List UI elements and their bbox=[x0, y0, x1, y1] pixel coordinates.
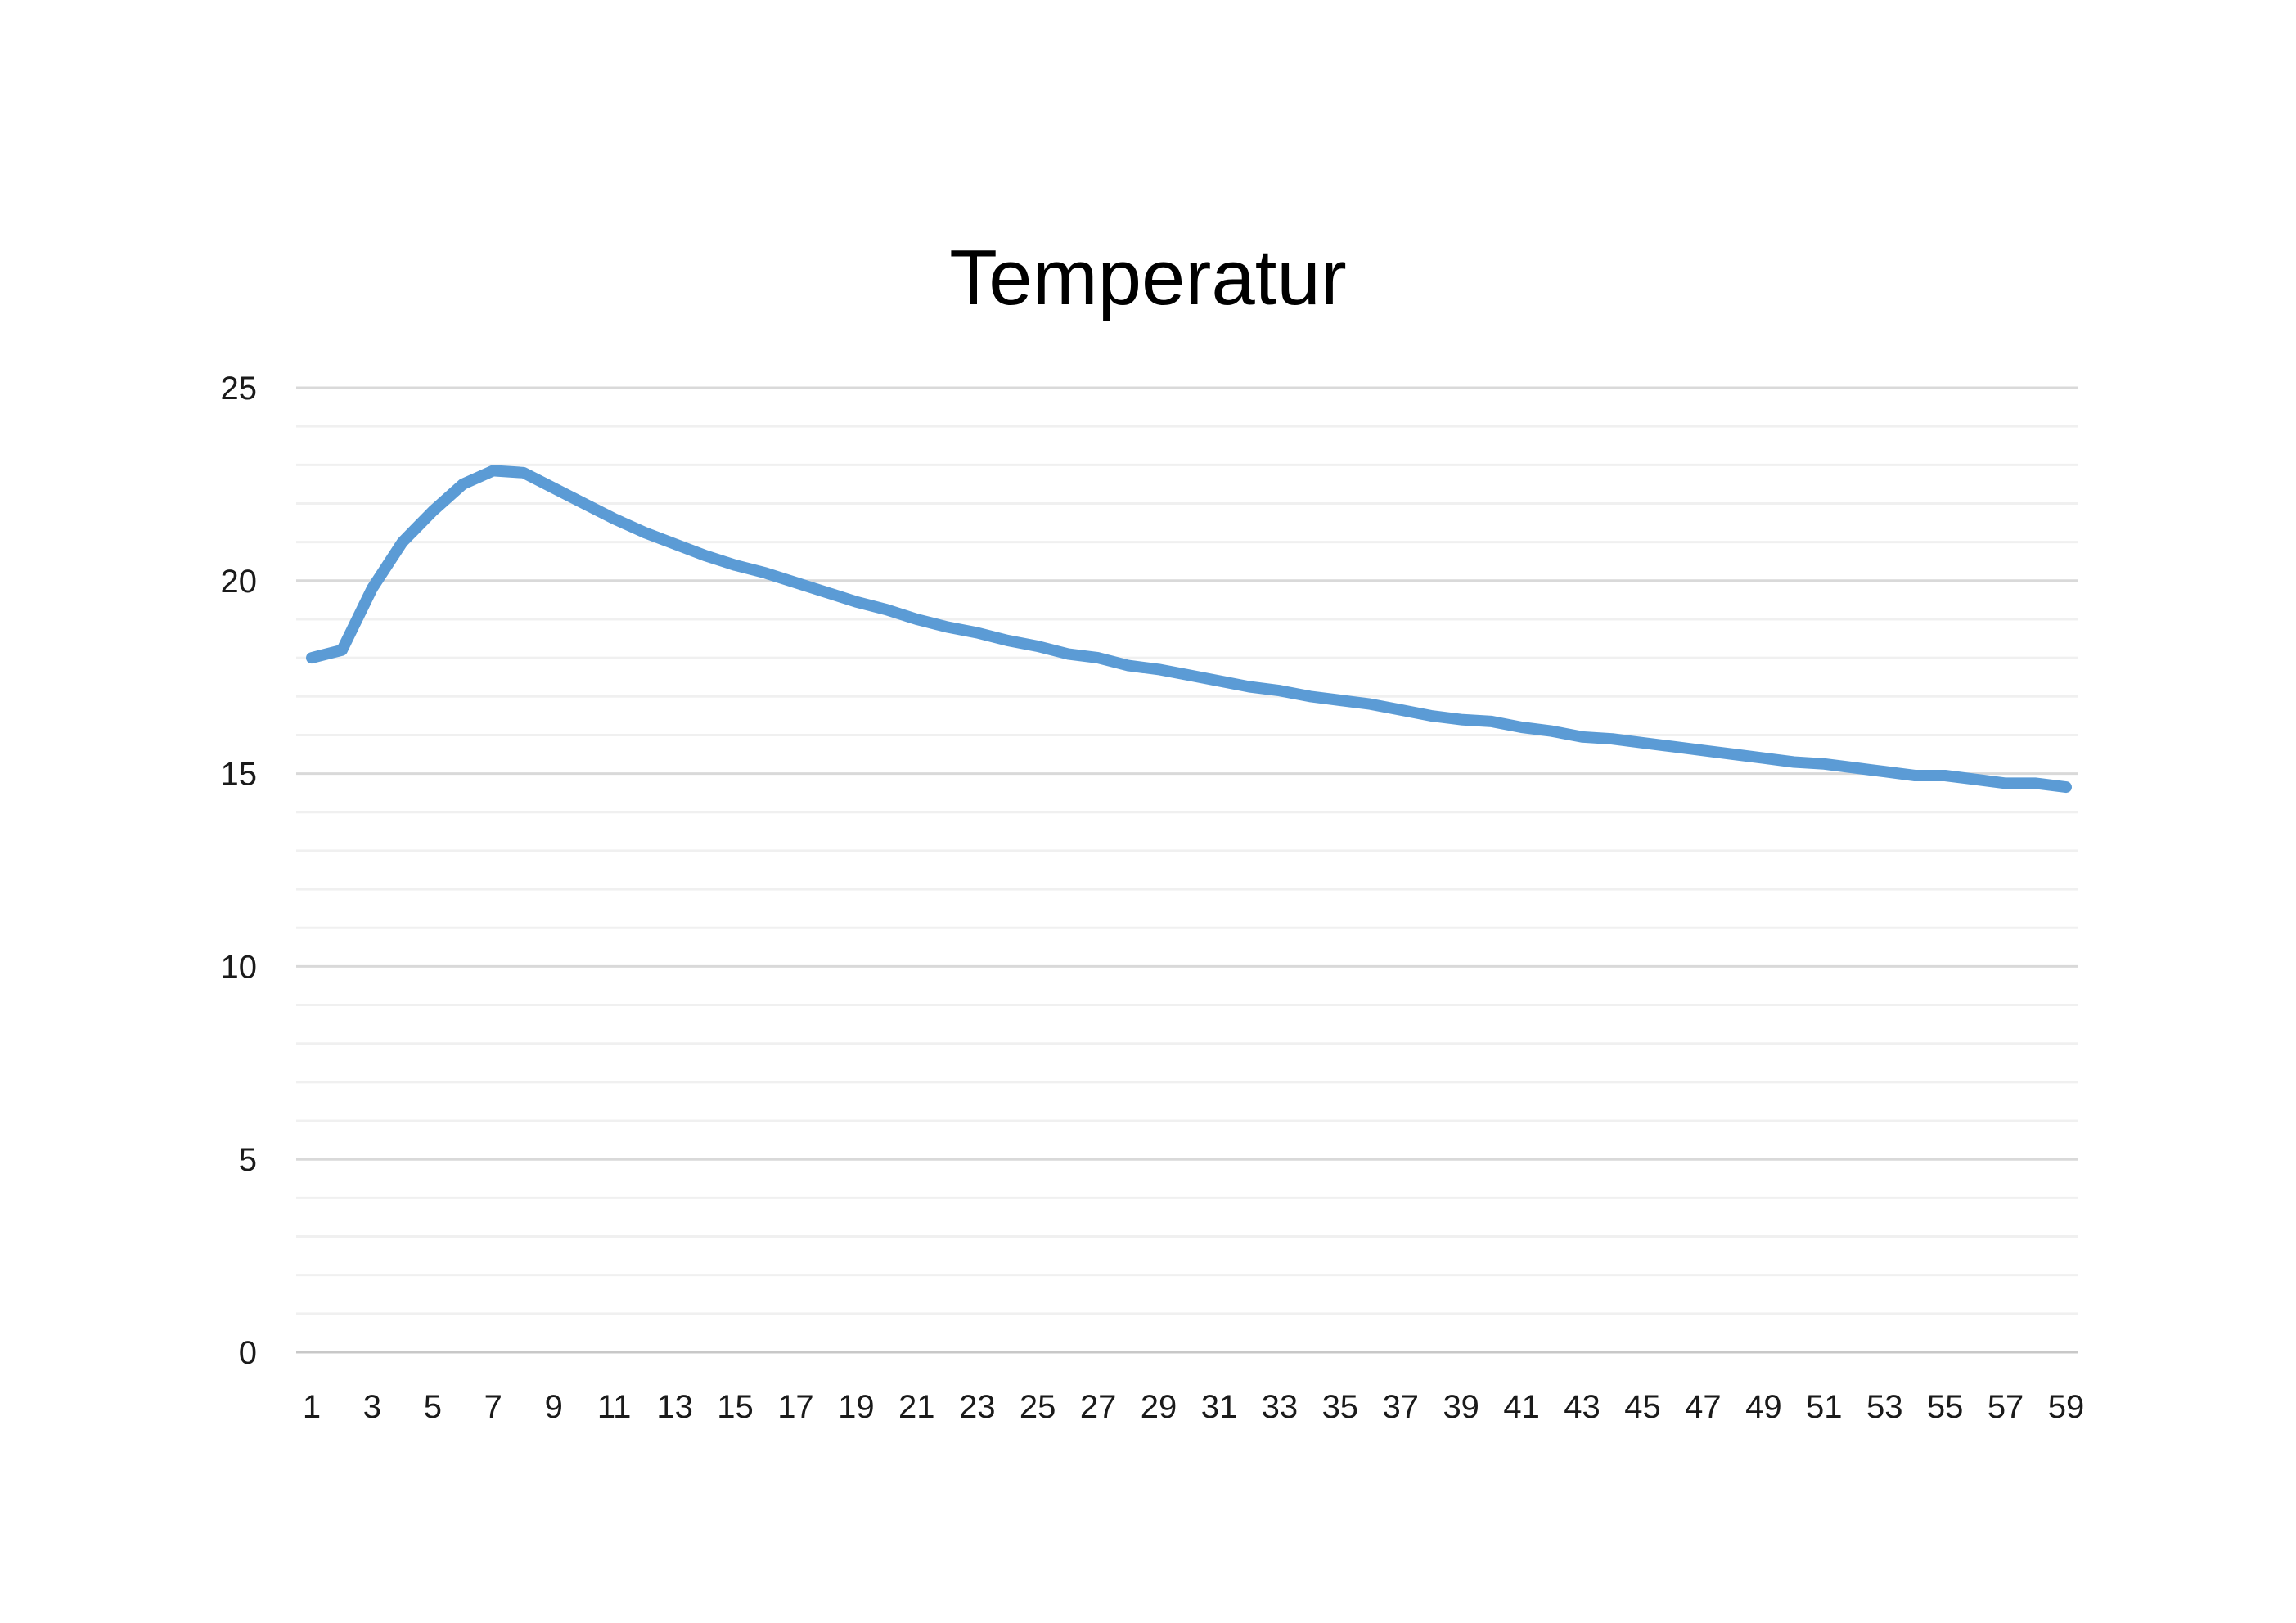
y-tick-label: 15 bbox=[221, 757, 258, 793]
x-tick-label: 15 bbox=[717, 1389, 754, 1425]
y-tick-label: 5 bbox=[239, 1142, 257, 1178]
y-axis-labels: 0 5 10 15 20 25 bbox=[221, 371, 258, 1371]
x-tick-label: 37 bbox=[1383, 1389, 1420, 1425]
x-tick-label: 11 bbox=[597, 1389, 632, 1425]
x-tick-label: 57 bbox=[1988, 1389, 2024, 1425]
x-tick-label: 47 bbox=[1685, 1389, 1722, 1425]
x-axis-labels: 1 3 5 7 9 11 13 15 17 19 21 23 25 27 29 31 33 35 37 39 41 43 4… bbox=[303, 1389, 2084, 1425]
x-tick-label: 53 bbox=[1866, 1389, 1903, 1425]
x-tick-label: 9 bbox=[545, 1389, 563, 1425]
x-tick-label: 39 bbox=[1443, 1389, 1479, 1425]
x-tick-label: 1 bbox=[303, 1389, 321, 1425]
x-tick-label: 7 bbox=[484, 1389, 502, 1425]
x-tick-label: 5 bbox=[424, 1389, 442, 1425]
series-line-1 bbox=[306, 465, 2072, 794]
x-tick-label: 49 bbox=[1745, 1389, 1782, 1425]
x-tick-label: 13 bbox=[656, 1389, 693, 1425]
x-tick-label: 35 bbox=[1322, 1389, 1359, 1425]
series-layer bbox=[306, 465, 2072, 794]
x-tick-label: 29 bbox=[1141, 1389, 1177, 1425]
x-tick-label: 25 bbox=[1020, 1389, 1056, 1425]
y-tick-label: 25 bbox=[221, 371, 258, 407]
chart-title: Temperatur bbox=[949, 234, 1347, 321]
x-tick-label: 51 bbox=[1806, 1389, 1843, 1425]
x-tick-label: 3 bbox=[363, 1389, 381, 1425]
y-tick-label: 0 bbox=[239, 1335, 257, 1371]
grid bbox=[296, 386, 2078, 1354]
x-tick-label: 45 bbox=[1624, 1389, 1661, 1425]
x-tick-label: 21 bbox=[898, 1389, 935, 1425]
x-tick-label: 19 bbox=[838, 1389, 875, 1425]
x-tick-label: 41 bbox=[1503, 1389, 1540, 1425]
y-tick-label: 20 bbox=[221, 564, 258, 600]
x-tick-label: 31 bbox=[1201, 1389, 1238, 1425]
x-tick-label: 23 bbox=[959, 1389, 996, 1425]
y-tick-label: 10 bbox=[221, 949, 258, 985]
x-tick-label: 59 bbox=[2048, 1389, 2085, 1425]
x-tick-label: 17 bbox=[777, 1389, 814, 1425]
x-tick-label: 55 bbox=[1927, 1389, 1964, 1425]
x-tick-label: 43 bbox=[1564, 1389, 1600, 1425]
x-tick-label: 27 bbox=[1080, 1389, 1117, 1425]
x-tick-label: 33 bbox=[1262, 1389, 1299, 1425]
